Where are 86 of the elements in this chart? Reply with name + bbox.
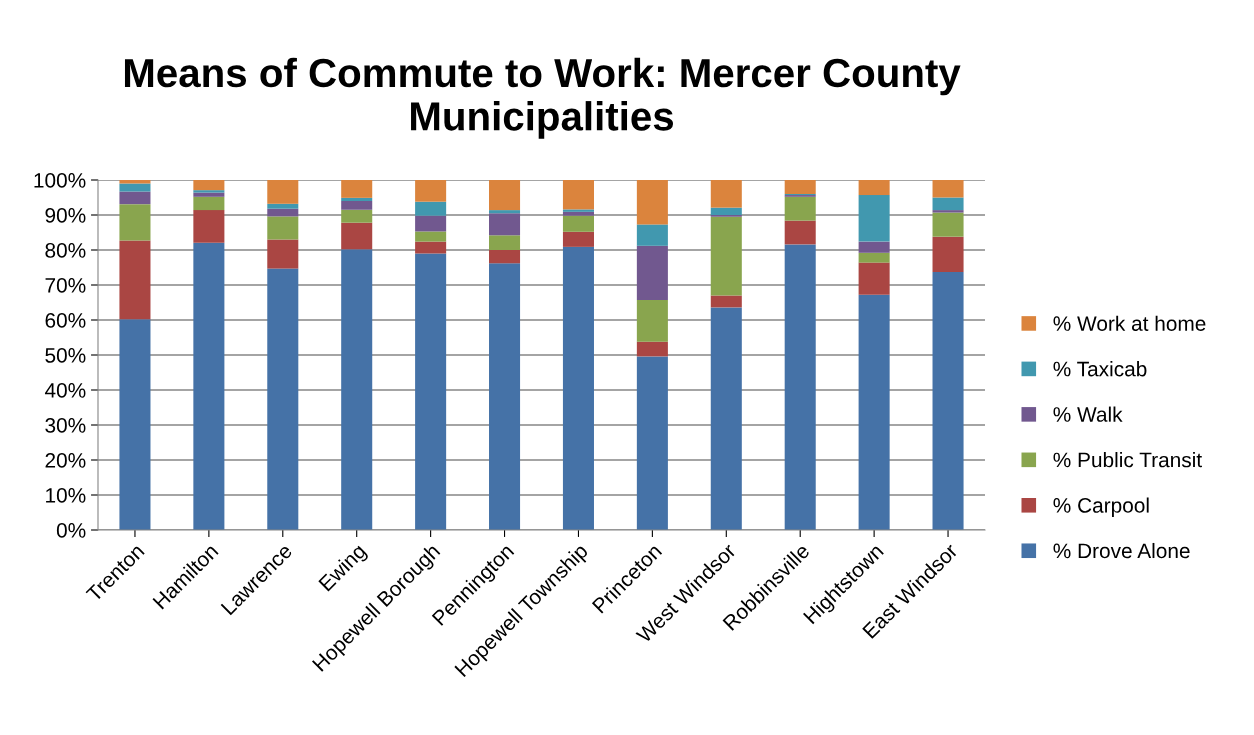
bar [415, 253, 447, 530]
bar [341, 201, 373, 210]
bar [932, 272, 964, 530]
bar [193, 242, 225, 530]
bar [415, 241, 447, 254]
y-tick-label: 50% [45, 348, 86, 363]
bar [562, 180, 594, 210]
y-tick-label: 90% [45, 208, 86, 223]
bar [932, 210, 964, 213]
bar [636, 224, 668, 246]
bar [193, 196, 225, 211]
legend-label: % Walk [1053, 406, 1123, 422]
bar [341, 180, 373, 198]
y-tick-label: 20% [45, 453, 86, 468]
bar [784, 180, 816, 194]
y-tick-label: 70% [45, 278, 86, 293]
bar [636, 180, 668, 225]
y-tick-label: 30% [45, 418, 86, 433]
y-tick-label: 0% [56, 523, 86, 538]
legend-label: % Drove Alone [1053, 542, 1190, 559]
bar [193, 192, 225, 197]
bar [267, 216, 299, 240]
bar [267, 239, 299, 269]
bar [858, 241, 890, 253]
bar [562, 231, 594, 247]
bar [562, 215, 594, 232]
bar [784, 244, 816, 530]
bar [784, 196, 816, 221]
bar [193, 210, 225, 243]
bar [710, 216, 742, 296]
bar [193, 180, 225, 191]
bar [341, 209, 373, 223]
y-tick-label: 80% [45, 243, 86, 258]
bar [489, 210, 521, 214]
bar [784, 220, 816, 245]
bar [932, 180, 964, 198]
bar [415, 201, 447, 216]
bar [119, 240, 151, 320]
bar [415, 180, 447, 202]
bar [267, 208, 299, 217]
bar [710, 295, 742, 308]
bar [119, 183, 151, 192]
bar [489, 263, 521, 530]
bar [636, 245, 668, 301]
bar [858, 294, 890, 530]
legend-label: % Work at home [1053, 315, 1206, 331]
bar [267, 203, 299, 209]
bar [489, 235, 521, 250]
bar [932, 212, 964, 237]
chart-title: Means of Commute to Work: Mercer County Municipalities [124, 57, 961, 139]
bar [341, 197, 373, 201]
legend-label: % Taxicab [1053, 361, 1147, 377]
bar [489, 213, 521, 236]
legend-label: % Public Transit [1053, 452, 1202, 468]
y-tick-label: 60% [45, 313, 86, 328]
y-tick-label: 100% [34, 173, 86, 188]
bar [562, 209, 594, 212]
bar [710, 207, 742, 215]
bar [267, 268, 299, 530]
bar [858, 180, 890, 196]
bar [562, 211, 594, 216]
bar [636, 300, 668, 342]
bar [341, 249, 373, 530]
bar [858, 195, 890, 242]
bar [932, 236, 964, 273]
bar [858, 262, 890, 295]
bar [119, 319, 151, 530]
y-tick-label: 40% [44, 383, 86, 398]
bar [119, 204, 151, 241]
bar [636, 341, 668, 357]
bar [710, 180, 742, 208]
bar [415, 231, 447, 242]
bar [710, 307, 742, 530]
legend-label: % Carpool [1053, 497, 1149, 517]
bar [119, 191, 151, 205]
bar [636, 356, 668, 530]
y-tick-label: 10% [46, 488, 86, 503]
bar [341, 222, 373, 250]
bar [489, 180, 521, 211]
bar [858, 252, 890, 263]
bar [489, 250, 521, 264]
bar [562, 246, 594, 530]
bar [415, 215, 447, 232]
bar [193, 190, 225, 193]
bar [932, 197, 964, 211]
bar [267, 180, 299, 204]
